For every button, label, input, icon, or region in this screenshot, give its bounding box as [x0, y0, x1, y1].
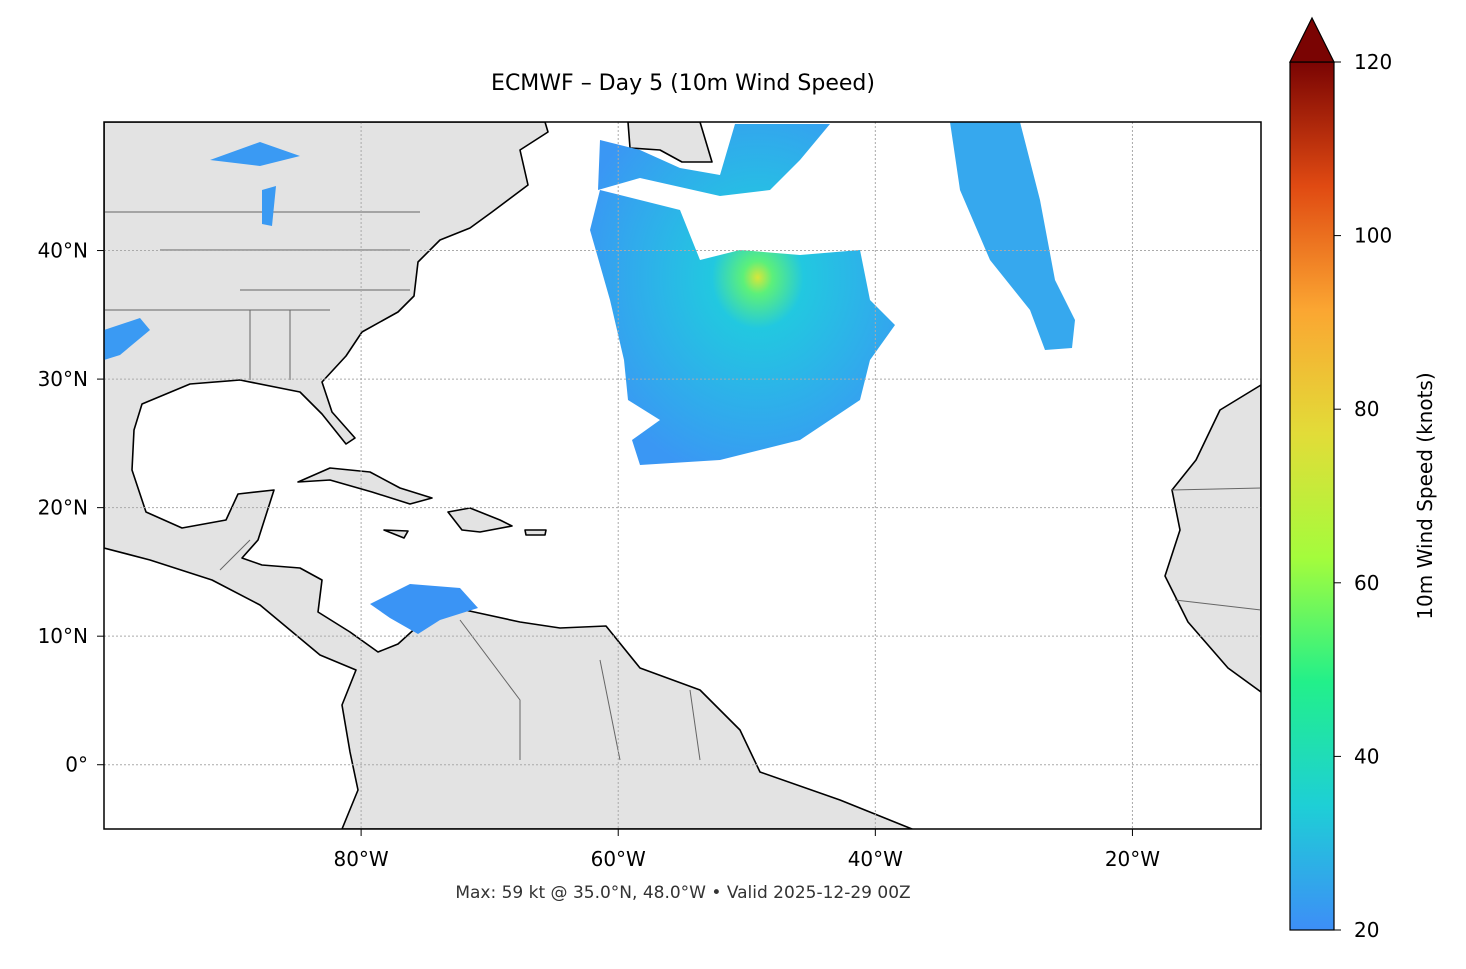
puerto-rico — [524, 529, 547, 536]
wind-field — [104, 122, 1075, 634]
y-tick-label: 10°N — [38, 624, 88, 648]
americas — [104, 122, 913, 829]
colorbar-tick-label: 80 — [1354, 397, 1379, 421]
y-tick-label: 20°N — [38, 496, 88, 520]
colorbar-tick-label: 40 — [1354, 744, 1379, 768]
colorbar — [1289, 61, 1335, 931]
colorbar-tick-label: 100 — [1354, 224, 1392, 248]
y-tick-label: 0° — [65, 753, 88, 777]
colorbar-tick-label: 120 — [1354, 50, 1392, 74]
cuba — [297, 467, 433, 505]
footer: Max: 59 kt @ 35.0°N, 48.0°W • Valid 2025… — [455, 883, 910, 903]
colorbar-label: 10m Wind Speed (knots) — [1413, 372, 1437, 619]
hispaniola — [447, 507, 513, 533]
x-tick-label: 40°W — [848, 847, 903, 871]
y-tick-label: 30°N — [38, 367, 88, 391]
axes: 80°W 60°W 40°W 20°W 0° 10°N 20°N 30°N 40°N — [38, 122, 1261, 871]
africa — [1164, 384, 1261, 693]
jamaica — [383, 529, 409, 539]
colorbar-tick-label: 20 — [1354, 918, 1379, 942]
colorbar-extension — [1289, 16, 1335, 63]
x-tick-label: 80°W — [333, 847, 388, 871]
chart-title: ECMWF – Day 5 (10m Wind Speed) — [491, 71, 875, 96]
map-frame — [103, 121, 1262, 830]
colorbar-tick-label: 60 — [1354, 571, 1379, 595]
x-tick-label: 20°W — [1105, 847, 1160, 871]
y-tick-label: 40°N — [38, 239, 88, 263]
x-tick-label: 60°W — [591, 847, 646, 871]
map — [104, 122, 1261, 829]
